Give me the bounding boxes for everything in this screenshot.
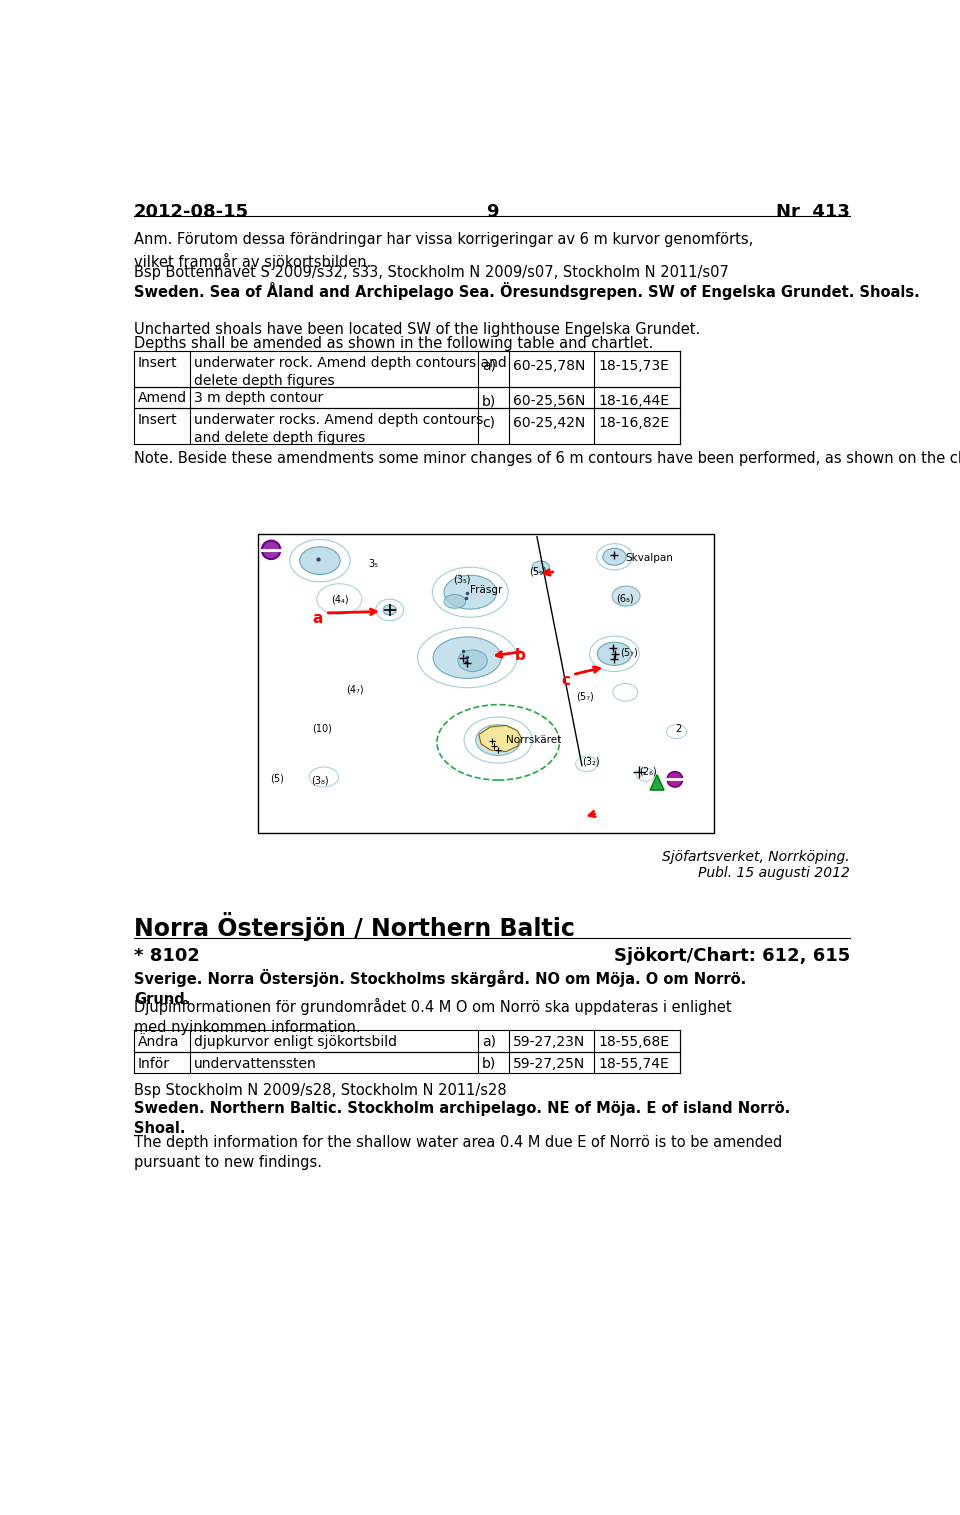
Text: 59-27,23N: 59-27,23N xyxy=(513,1035,586,1048)
Text: (6₈): (6₈) xyxy=(616,594,634,604)
Text: Nr  413: Nr 413 xyxy=(777,203,850,221)
Polygon shape xyxy=(479,726,521,751)
Text: (3₅): (3₅) xyxy=(453,574,470,585)
Text: (5₇): (5₇) xyxy=(620,647,637,658)
Ellipse shape xyxy=(597,642,632,665)
Text: Insert: Insert xyxy=(138,356,178,370)
Text: b: b xyxy=(516,648,526,664)
Text: * 8102: * 8102 xyxy=(134,947,200,965)
Text: Depths shall be amended as shown in the following table and chartlet.: Depths shall be amended as shown in the … xyxy=(134,336,653,351)
Text: (5): (5) xyxy=(271,773,284,783)
Text: 60-25,78N: 60-25,78N xyxy=(513,359,586,373)
Text: Djupinformationen för grundområdet 0.4 M O om Norrö ska uppdateras i enlighet
me: Djupinformationen för grundområdet 0.4 M… xyxy=(134,998,732,1035)
Text: Sjöfartsverket, Norrköping.: Sjöfartsverket, Norrköping. xyxy=(662,850,850,864)
Ellipse shape xyxy=(300,547,340,574)
Circle shape xyxy=(262,541,280,559)
Text: The depth information for the shallow water area 0.4 M due E of Norrö is to be a: The depth information for the shallow wa… xyxy=(134,1135,782,1170)
Ellipse shape xyxy=(532,561,549,573)
Ellipse shape xyxy=(383,604,396,615)
Text: a): a) xyxy=(482,359,496,373)
Text: c: c xyxy=(562,673,571,688)
Text: (3₂): (3₂) xyxy=(582,756,600,767)
Text: underwater rocks. Amend depth contours
and delete depth figures: underwater rocks. Amend depth contours a… xyxy=(194,412,483,444)
Text: Note. Beside these amendments some minor changes of 6 m contours have been perfo: Note. Beside these amendments some minor… xyxy=(134,451,960,467)
Text: 3 m depth contour: 3 m depth contour xyxy=(194,391,323,405)
Text: 2012-08-15: 2012-08-15 xyxy=(134,203,249,221)
Text: underwater rock. Amend depth contours and
delete depth figures: underwater rock. Amend depth contours an… xyxy=(194,356,506,388)
Text: a): a) xyxy=(482,1035,496,1048)
Text: 18-55,68E: 18-55,68E xyxy=(598,1035,669,1048)
Text: Sweden. Northern Baltic. Stockholm archipelago. NE of Möja. E of island Norrö.
S: Sweden. Northern Baltic. Stockholm archi… xyxy=(134,1101,790,1136)
Text: Ändra: Ändra xyxy=(138,1035,180,1048)
Text: Bsp Bottenhavet S 2009/s32, s33, Stockholm N 2009/s07, Stockholm N 2011/s07: Bsp Bottenhavet S 2009/s32, s33, Stockho… xyxy=(134,265,729,280)
Text: Anm. Förutom dessa förändringar har vissa korrigeringar av 6 m kurvor genomförts: Anm. Förutom dessa förändringar har viss… xyxy=(134,232,754,270)
Text: Skvalpan: Skvalpan xyxy=(625,553,673,564)
Text: Sweden. Sea of Åland and Archipelago Sea. Öresundsgrepen. SW of Engelska Grundet: Sweden. Sea of Åland and Archipelago Sea… xyxy=(134,282,920,300)
Bar xyxy=(258,535,713,833)
Text: (4₇): (4₇) xyxy=(347,685,364,694)
Text: c): c) xyxy=(482,417,495,430)
Text: (5₉): (5₉) xyxy=(529,567,547,577)
Text: (2₆): (2₆) xyxy=(639,767,657,777)
Text: (5₇): (5₇) xyxy=(576,691,593,701)
Text: 18-16,44E: 18-16,44E xyxy=(598,394,669,409)
Ellipse shape xyxy=(444,576,496,609)
Ellipse shape xyxy=(444,594,466,609)
Text: Sverige. Norra Östersjön. Stockholms skärgård. NO om Möja. O om Norrö.
Grund.: Sverige. Norra Östersjön. Stockholms skä… xyxy=(134,968,746,1006)
Text: djupkurvor enligt sjökortsbild: djupkurvor enligt sjökortsbild xyxy=(194,1035,396,1048)
Text: Uncharted shoals have been located SW of the lighthouse Engelska Grundet.: Uncharted shoals have been located SW of… xyxy=(134,323,700,336)
Text: (10): (10) xyxy=(312,723,332,733)
Text: undervattenssten: undervattenssten xyxy=(194,1056,317,1071)
Text: Fräsgr: Fräsgr xyxy=(470,585,503,595)
Text: 2: 2 xyxy=(675,724,682,733)
Text: 9: 9 xyxy=(486,203,498,221)
Text: 18-16,82E: 18-16,82E xyxy=(598,417,669,430)
Text: Bsp Stockholm N 2009/s28, Stockholm N 2011/s28: Bsp Stockholm N 2009/s28, Stockholm N 20… xyxy=(134,1083,507,1098)
Circle shape xyxy=(667,771,683,786)
Ellipse shape xyxy=(612,586,640,606)
Text: 18-55,74E: 18-55,74E xyxy=(598,1056,669,1071)
Text: (4₄): (4₄) xyxy=(331,594,348,604)
Text: Norrskäret: Norrskäret xyxy=(506,735,562,745)
Ellipse shape xyxy=(476,724,520,756)
Text: Amend: Amend xyxy=(138,391,187,405)
Text: a: a xyxy=(312,612,323,627)
Ellipse shape xyxy=(603,548,626,565)
Text: Sjökort/Chart: 612, 615: Sjökort/Chart: 612, 615 xyxy=(613,947,850,965)
Text: 18-15,73E: 18-15,73E xyxy=(598,359,669,373)
Text: b): b) xyxy=(482,1056,496,1071)
Text: 60-25,56N: 60-25,56N xyxy=(513,394,586,409)
Text: 60-25,42N: 60-25,42N xyxy=(513,417,586,430)
Polygon shape xyxy=(650,774,664,791)
Text: 59-27,25N: 59-27,25N xyxy=(513,1056,586,1071)
Text: Inför: Inför xyxy=(138,1056,170,1071)
Text: b): b) xyxy=(482,394,496,409)
Text: 3₅: 3₅ xyxy=(368,559,378,570)
Text: Insert: Insert xyxy=(138,412,178,427)
Ellipse shape xyxy=(458,650,488,671)
Text: Norra Östersjön / Northern Baltic: Norra Östersjön / Northern Baltic xyxy=(134,912,575,941)
Ellipse shape xyxy=(433,636,501,679)
Text: (3₈): (3₈) xyxy=(311,776,328,785)
Text: Publ. 15 augusti 2012: Publ. 15 augusti 2012 xyxy=(698,865,850,880)
